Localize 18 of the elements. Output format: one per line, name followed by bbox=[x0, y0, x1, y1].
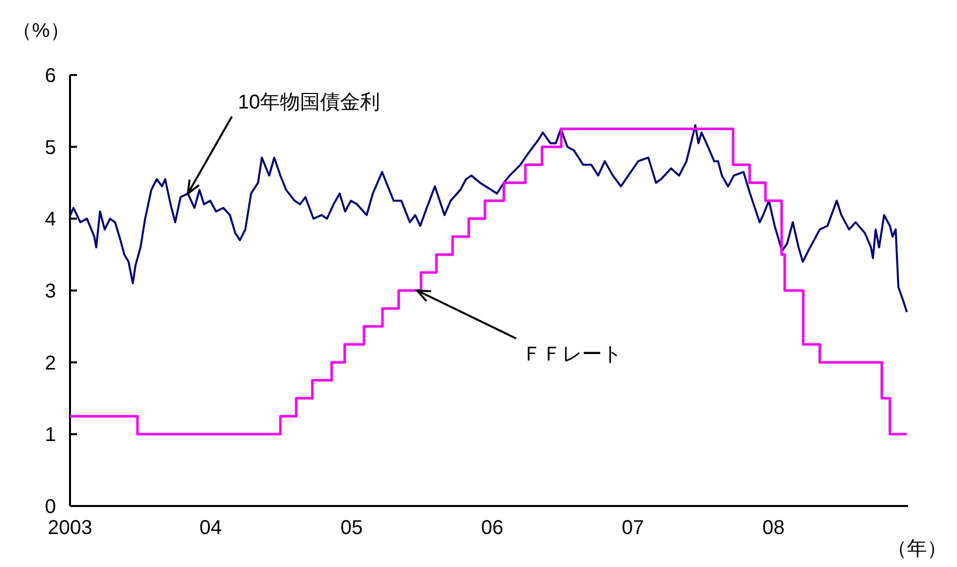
y-tick-label: 6 bbox=[44, 65, 56, 87]
x-tick-label: 05 bbox=[340, 517, 363, 539]
x-tick-label: 08 bbox=[762, 517, 785, 539]
x-tick-label: 04 bbox=[200, 517, 222, 539]
annotation: ＦＦレート bbox=[522, 344, 622, 366]
line-series bbox=[69, 124, 908, 314]
x-tick-label: 06 bbox=[481, 517, 504, 539]
y-tick-label: 1 bbox=[44, 424, 56, 446]
x-tick-label: 07 bbox=[622, 517, 644, 539]
y-tick-label: 2 bbox=[44, 352, 56, 374]
annotation: 10年物国債金利 bbox=[238, 92, 380, 114]
x-tick-label: 2003 bbox=[48, 517, 92, 539]
y-axis-title: （%） bbox=[12, 20, 70, 42]
y-tick-label: 4 bbox=[44, 208, 56, 231]
x-axis-title: （年） bbox=[887, 538, 947, 560]
y-tick-label: 0 bbox=[44, 496, 56, 518]
y-tick-label: 5 bbox=[44, 136, 56, 159]
y-tick-label: 3 bbox=[44, 280, 56, 302]
